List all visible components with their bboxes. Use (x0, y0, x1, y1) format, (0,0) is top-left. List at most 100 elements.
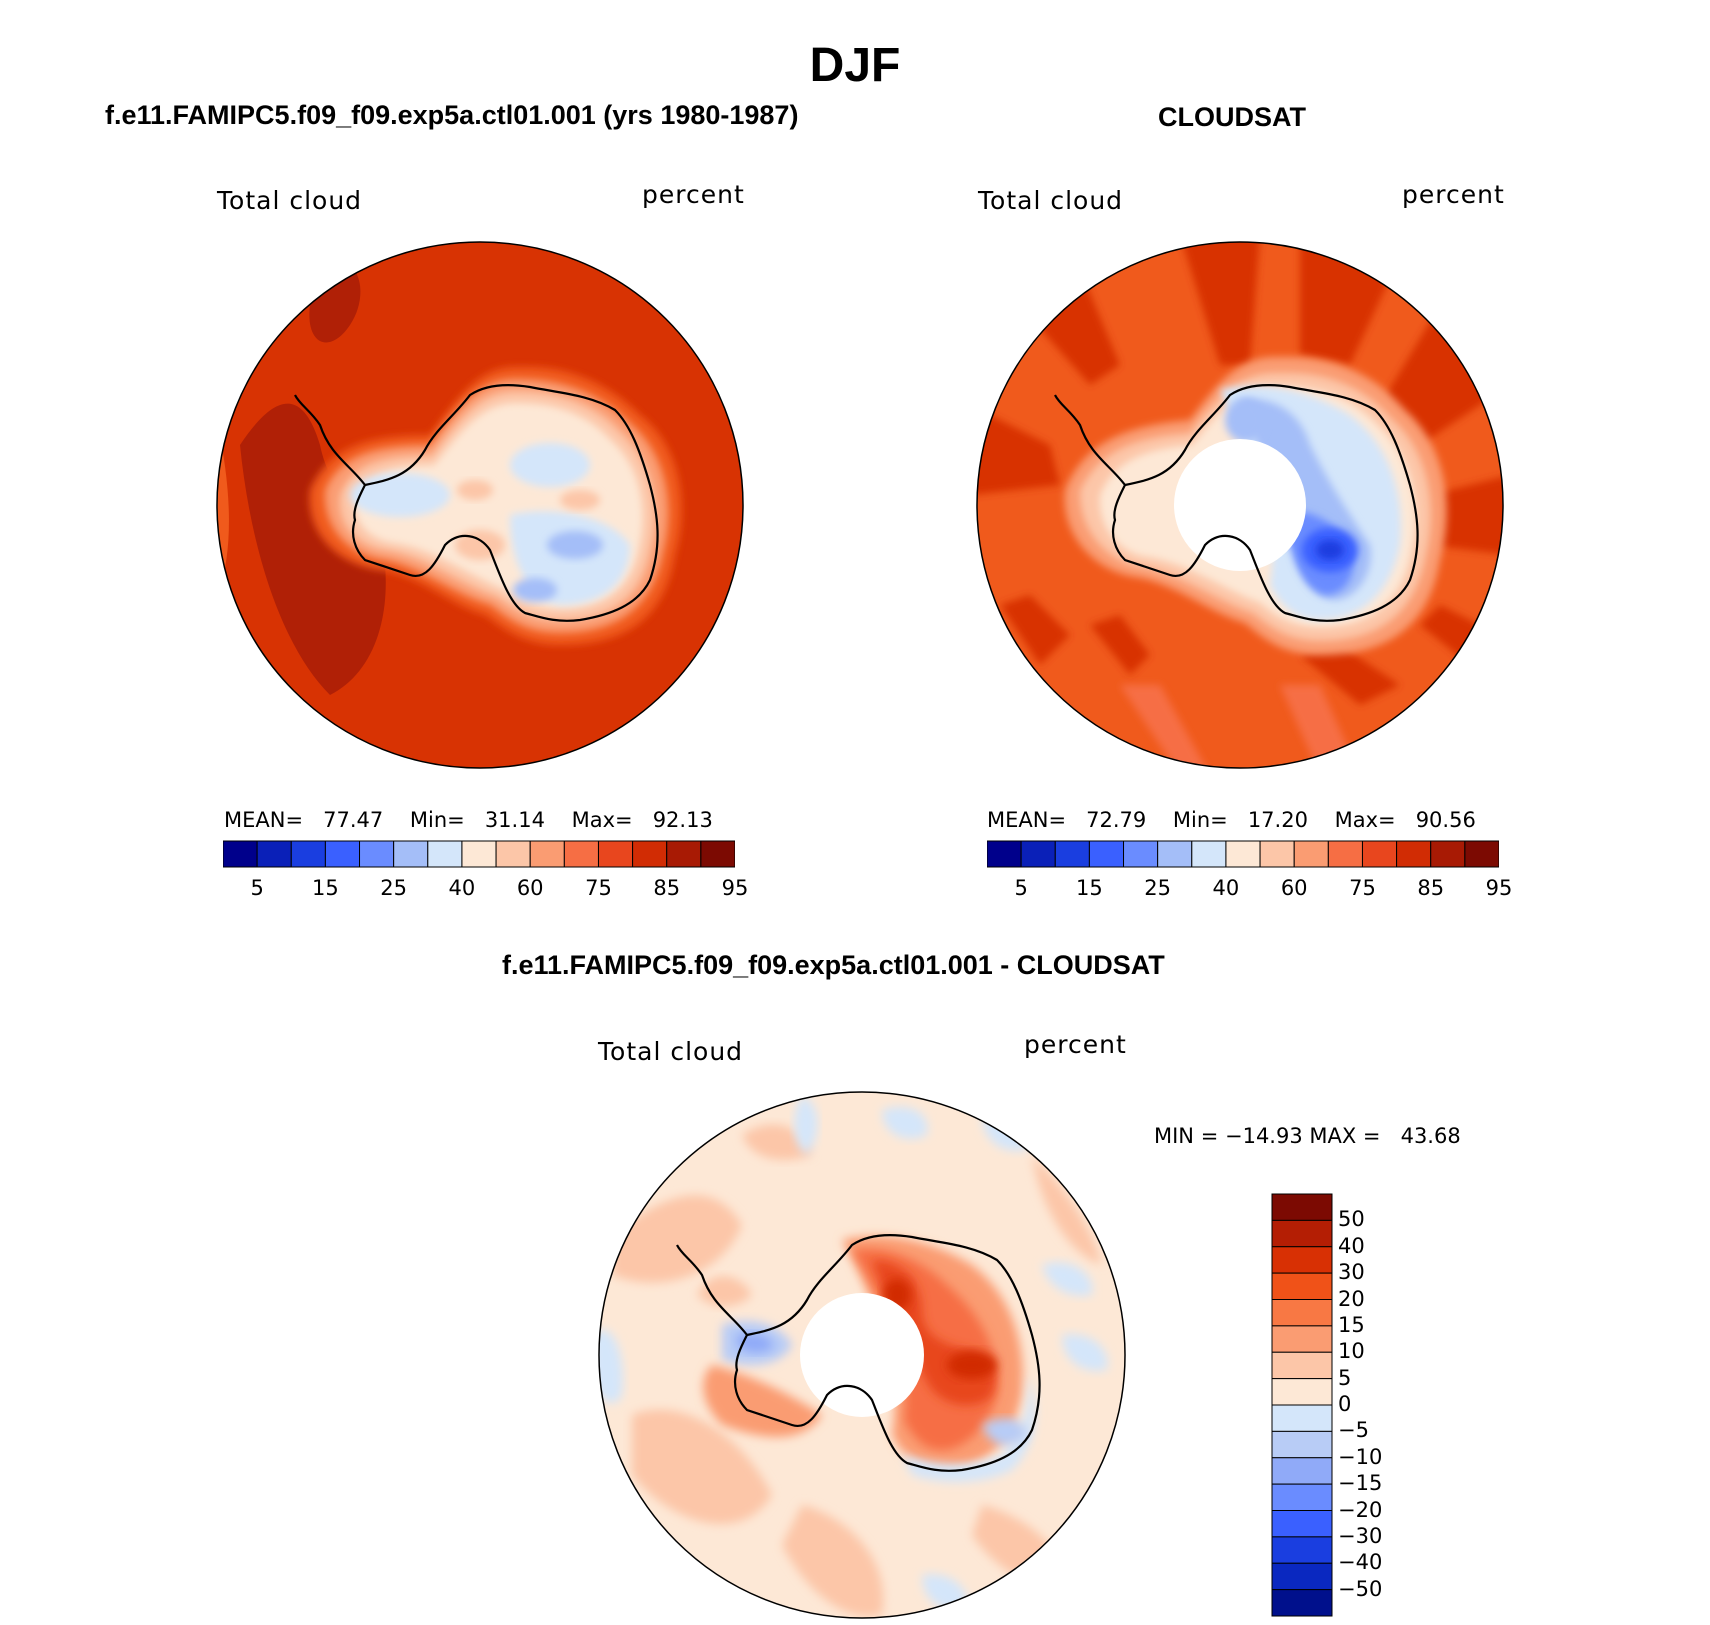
max-value: 43.68 (1400, 1124, 1461, 1148)
missing-data-hole (1174, 439, 1306, 571)
colorbar-tick-label: −20 (1338, 1497, 1383, 1522)
colorbar-tick-label: 95 (721, 876, 749, 900)
panel-1-colorbar-ticks: 5 15 25 40 60 75 85 95 (223, 876, 748, 902)
panel-1-stats: MEAN= 77.47 Min= 31.14 Max= 92.13 (224, 808, 713, 832)
min-label: Min= (409, 808, 465, 832)
antarctic-peninsula (294, 394, 366, 486)
mean-value: 72.79 (1086, 808, 1147, 832)
colorbar-swatch (461, 840, 497, 868)
colorbar-tick-label: 75 (1349, 876, 1376, 900)
colorbar-tick-label: 40 (1338, 1233, 1365, 1258)
colorbar-tick-label: −5 (1338, 1418, 1369, 1443)
panel-2-colorbar (987, 840, 1499, 868)
colorbar-tick-label: −40 (1338, 1550, 1383, 1575)
min-value: 31.14 (484, 808, 545, 832)
colorbar-swatch (1271, 1272, 1333, 1301)
panel-2-colorbar-ticks: 5 15 25 40 60 75 85 95 (987, 876, 1512, 902)
colorbar-tick-label: 0 (1338, 1392, 1352, 1416)
panel-2-variable-label: Total cloud (978, 186, 1124, 215)
colorbar-swatch (1396, 840, 1432, 868)
colorbar-swatch (1271, 1325, 1333, 1353)
panel-3-colorbar-ticks: 50 40 30 20 15 10 5 0 −5 −10 −15 −20 −30 −40 −50 (1338, 1193, 1418, 1617)
colorbar-swatch (256, 840, 292, 868)
colorbar-tick-label: 60 (1280, 876, 1308, 900)
colorbar-tick-label: 40 (1212, 876, 1240, 900)
panel-1-colorbar (223, 840, 735, 868)
mean-label: MEAN= (224, 808, 304, 832)
colorbar-tick-label: 5 (250, 876, 264, 900)
colorbar-swatch (427, 840, 463, 868)
colorbar-swatch (1271, 1193, 1333, 1221)
colorbar-tick-label: 15 (312, 876, 339, 900)
dark-red-region (240, 403, 386, 695)
colorbar-tick-label: 85 (1417, 876, 1445, 900)
colorbar-swatch (1271, 1246, 1333, 1274)
colorbar-swatch (1271, 1219, 1333, 1248)
colorbar-swatch (1464, 840, 1499, 868)
colorbar-swatch (1271, 1378, 1333, 1406)
colorbar-swatch (359, 840, 395, 868)
colorbar-tick-label: 5 (1014, 876, 1028, 900)
colorbar-swatch (1271, 1457, 1333, 1485)
orange-region (217, 425, 229, 595)
panel-1-title: f.e11.FAMIPC5.f09_f09.exp5a.ctl01.001 (y… (105, 100, 799, 130)
max-label: MAX = (1309, 1124, 1381, 1148)
colorbar-tick-label: 15 (1338, 1312, 1365, 1337)
panel-3-units-label: percent (1024, 1030, 1127, 1059)
panel-3-variable-label: Total cloud (598, 1037, 744, 1066)
colorbar-tick-label: 25 (380, 876, 408, 900)
colorbar-swatch (393, 840, 429, 868)
max-value: 90.56 (1415, 808, 1476, 832)
missing-data-hole (800, 1293, 924, 1417)
min-label: Min= (1172, 808, 1228, 832)
colorbar-swatch (1293, 840, 1329, 868)
antarctica-coastline (351, 384, 659, 622)
colorbar-swatch (1123, 840, 1159, 868)
min-value: −14.93 (1224, 1124, 1303, 1148)
colorbar-swatch (290, 840, 326, 868)
colorbar-swatch (700, 840, 735, 868)
mean-label: MEAN= (987, 808, 1067, 832)
colorbar-swatch (1271, 1536, 1333, 1564)
colorbar-swatch (529, 840, 565, 868)
colorbar-swatch (1157, 840, 1193, 868)
antarctica-coastline (1111, 384, 1419, 622)
min-value: 17.20 (1247, 808, 1308, 832)
colorbar-swatch (563, 840, 599, 868)
colorbar-swatch (1020, 840, 1056, 868)
panel-3-colorbar (1271, 1193, 1333, 1617)
colorbar-tick-label: 60 (516, 876, 544, 900)
colorbar-tick-label: 20 (1338, 1286, 1365, 1311)
panel-3-polar-map (598, 1091, 1126, 1619)
map-boundary-circle (216, 241, 744, 769)
colorbar-tick-label: −50 (1338, 1576, 1383, 1601)
colorbar-tick-label: −30 (1338, 1523, 1383, 1548)
antarctica-coastline (733, 1234, 1041, 1472)
panel-3-title: f.e11.FAMIPC5.f09_f09.exp5a.ctl01.001 - … (502, 950, 1165, 980)
colorbar-swatch (324, 840, 361, 868)
colorbar-swatch (1271, 1299, 1333, 1327)
colorbar-swatch (1191, 840, 1227, 868)
max-label: Max= (571, 808, 633, 832)
colorbar-tick-label: 95 (1485, 876, 1513, 900)
colorbar-tick-label: 30 (1338, 1260, 1365, 1285)
colorbar-swatch (1088, 840, 1125, 868)
colorbar-tick-label: −15 (1338, 1471, 1383, 1496)
colorbar-tick-label: 75 (585, 876, 612, 900)
panel-1-units-label: percent (642, 180, 745, 209)
max-value: 92.13 (652, 808, 713, 832)
colorbar-tick-label: 50 (1338, 1207, 1365, 1232)
colorbar-swatch (223, 840, 258, 868)
colorbar-swatch (987, 840, 1022, 868)
colorbar-tick-label: 5 (1338, 1365, 1352, 1390)
colorbar-swatch (1271, 1430, 1333, 1459)
colorbar-swatch (1430, 840, 1466, 868)
colorbar-tick-label: 15 (1076, 876, 1103, 900)
max-label: Max= (1334, 808, 1396, 832)
colorbar-swatch (666, 840, 702, 868)
min-label: MIN = (1154, 1124, 1219, 1148)
colorbar-swatch (632, 840, 668, 868)
colorbar-swatch (495, 840, 531, 868)
page-title: DJF (809, 39, 901, 92)
colorbar-swatch (1054, 840, 1090, 868)
